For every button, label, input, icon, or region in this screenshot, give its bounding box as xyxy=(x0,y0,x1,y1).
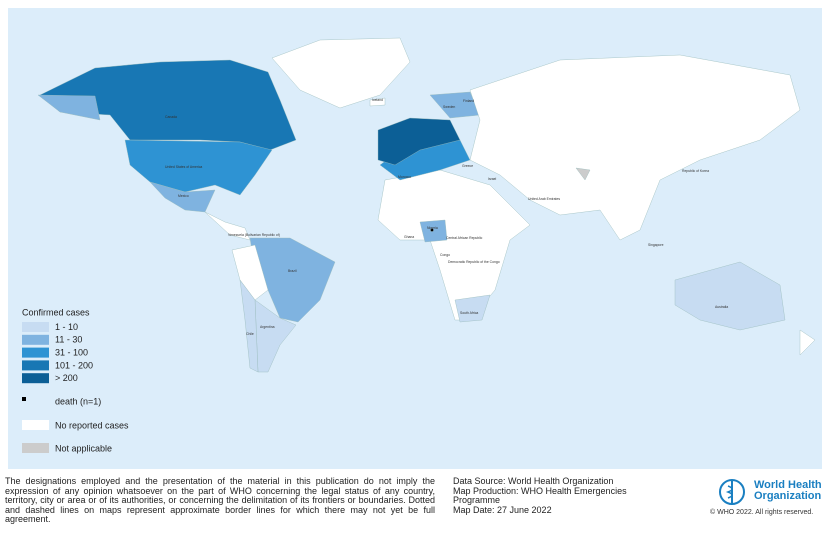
country-label: Mexico xyxy=(178,194,189,198)
copyright: © WHO 2022. All rights reserved. xyxy=(710,509,814,516)
land xyxy=(37,37,816,373)
legend-label: 101 - 200 xyxy=(55,360,93,370)
country-label: Democratic Republic of the Congo xyxy=(448,260,500,264)
country-label: Chile xyxy=(246,332,254,336)
not-applicable xyxy=(575,167,591,181)
south-africa xyxy=(454,294,491,323)
legend-swatch xyxy=(22,373,49,384)
europe-west xyxy=(377,117,461,166)
death-swatch xyxy=(22,397,26,401)
who-name: World Health Organization xyxy=(754,479,822,502)
usa xyxy=(124,139,273,196)
legend-label: Not applicable xyxy=(55,443,112,453)
country-label: Congo xyxy=(440,253,450,257)
new-zealand xyxy=(799,329,816,356)
country-label: United Arab Emirates xyxy=(528,197,560,201)
disclaimer: The designations employed and the presen… xyxy=(5,476,435,524)
legend-swatch xyxy=(22,347,49,358)
legend-swatch xyxy=(22,420,49,430)
who-emblem xyxy=(719,479,745,505)
country-label: Republic of Korea xyxy=(682,169,709,173)
source: Data Source: World Health Organization M… xyxy=(453,476,653,515)
country-label: Central African Republic xyxy=(446,236,483,240)
legend-label: No reported cases xyxy=(55,420,129,430)
andes xyxy=(231,244,269,301)
legend-title: Confirmed cases xyxy=(22,307,90,317)
country-label: Iceland xyxy=(372,98,383,102)
legend-swatch xyxy=(22,322,49,332)
legend: Confirmed cases death (n=1) No reported … xyxy=(22,307,129,453)
legend-swatch xyxy=(22,443,49,453)
legend-label: 11 - 30 xyxy=(55,335,82,345)
country-label: United States of America xyxy=(165,165,202,169)
central-america xyxy=(204,211,251,241)
source-line: Data Source: World Health Organization xyxy=(453,476,614,486)
legend-swatch xyxy=(22,360,49,371)
legend-label: > 200 xyxy=(55,373,78,383)
country-label: Israel xyxy=(488,177,497,181)
alaska xyxy=(37,94,101,121)
country-label: Argentina xyxy=(260,325,275,329)
country-label: Ghana xyxy=(404,235,414,239)
country-label: Sweden xyxy=(443,105,455,109)
source-line: Map Production: WHO Health Emergencies P… xyxy=(453,485,627,505)
legend-label: 31 - 100 xyxy=(55,347,88,357)
country-label: Brazil xyxy=(288,269,297,273)
country-label: Singapore xyxy=(648,243,664,247)
country-label: Greece xyxy=(462,164,473,168)
asia xyxy=(469,54,801,241)
country-label: Canada xyxy=(165,115,177,119)
death-marker xyxy=(430,228,434,232)
country-label: Venezuela (Bolivarian Republic of) xyxy=(228,233,280,237)
legend-label: 1 - 10 xyxy=(55,322,78,332)
country-label: South Africa xyxy=(460,311,478,315)
country-label: Morocco xyxy=(398,175,411,179)
country-label: Australia xyxy=(715,305,728,309)
chile xyxy=(239,279,259,373)
australia xyxy=(674,261,786,331)
legend-label: death (n=1) xyxy=(55,396,101,406)
legend-swatch xyxy=(22,334,49,345)
country-label: Finland xyxy=(463,99,474,103)
greenland xyxy=(271,37,411,109)
iceland xyxy=(369,97,386,107)
nigeria xyxy=(419,219,448,243)
source-line: Map Date: 27 June 2022 xyxy=(453,504,552,515)
country-label: Nigeria xyxy=(427,226,438,230)
country-labels: Canada United States of America Mexico V… xyxy=(165,98,728,336)
canada xyxy=(39,59,297,151)
